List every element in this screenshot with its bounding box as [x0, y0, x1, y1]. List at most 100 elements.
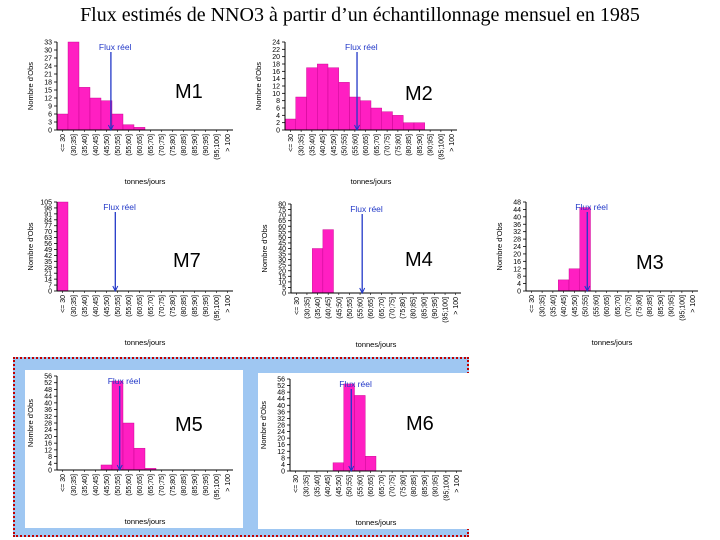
x-tick-label: (60;65]	[604, 295, 611, 317]
x-tick-label: (55;60]	[126, 474, 133, 496]
y-tick-label: 18	[272, 62, 280, 69]
ref-line-label: Flux réel	[99, 42, 132, 52]
x-tick-label: (80;85]	[181, 134, 188, 156]
y-tick-label: 70	[278, 213, 286, 220]
panel-m7: 105 98 91 84 77 70 63 56 49 42 35 28 21 14 7 0 Nombre d'…	[25, 196, 243, 349]
y-tick-label: 28	[277, 423, 285, 430]
y-tick-label: 0	[282, 291, 286, 298]
panel-bg	[494, 196, 708, 349]
x-tick-label: (30;35]	[304, 475, 311, 497]
panel-m4: 80 75 70 65 60 55 50 45 40 35 30 25 20 15 10 5 0 Nombre d…	[259, 198, 471, 351]
y-tick-label: 14	[44, 277, 52, 284]
bar	[403, 122, 415, 131]
y-tick-label: 24	[44, 427, 52, 434]
x-tick-label: (60;65]	[137, 134, 144, 156]
bar	[381, 111, 393, 131]
y-tick-label: 10	[272, 91, 280, 98]
x-tick-label: (85;90]	[422, 475, 429, 497]
x-tick-label: (70;75]	[390, 475, 397, 497]
bar	[365, 456, 377, 472]
y-tick-label: 4	[276, 113, 280, 120]
y-tick-label: 40	[277, 403, 285, 410]
panel-m3: 48 44 40 36 32 28 24 20 16 12 8 4 0 Nombre d'Obs <= 30…	[494, 196, 708, 349]
y-tick-label: 21	[44, 72, 52, 79]
x-tick-label: (95;100]	[214, 295, 221, 321]
x-tick-label: (50;55]	[342, 134, 349, 156]
y-tick-label: 44	[277, 396, 285, 403]
ref-arrow	[354, 124, 360, 132]
x-tick-label: > 100	[449, 134, 456, 152]
bar	[295, 96, 307, 131]
x-axis-label: tonnes/jours	[592, 338, 633, 347]
x-tick-label: (90;95]	[203, 295, 210, 317]
bar	[56, 201, 69, 292]
x-tick-label: (65;70]	[615, 295, 622, 317]
panel-bg	[259, 198, 471, 351]
x-tick-label: (95;100]	[679, 295, 686, 321]
x-tick-label: (30;35]	[299, 134, 306, 156]
x-tick-label: (35;40]	[82, 295, 89, 317]
x-tick-label: (65;70]	[148, 295, 155, 317]
bar	[78, 87, 91, 131]
bar	[133, 447, 146, 471]
y-tick-label: 20	[278, 268, 286, 275]
y-tick-label: 20	[277, 436, 285, 443]
y-tick-label: 0	[517, 289, 521, 296]
x-tick-label: (80;85]	[411, 297, 418, 319]
ref-line-label: Flux réel	[345, 42, 378, 52]
x-axis-label: tonnes/jours	[351, 177, 392, 186]
y-tick-label: 12	[44, 447, 52, 454]
y-tick-label: 84	[44, 217, 52, 224]
y-tick-label: 40	[44, 400, 52, 407]
ref-line-label: Flux réel	[108, 376, 141, 386]
y-tick-label: 75	[278, 207, 286, 214]
x-tick-label: (95;100]	[443, 297, 450, 323]
y-tick-label: 9	[48, 104, 52, 111]
panel-label-m6: M6	[406, 413, 434, 435]
y-tick-label: 56	[277, 377, 285, 384]
x-tick-label: (45;50]	[336, 475, 343, 497]
y-tick-label: 65	[278, 218, 286, 225]
y-tick-label: 5	[282, 285, 286, 292]
x-tick-label: (40;45]	[93, 134, 100, 156]
y-tick-label: 24	[513, 244, 521, 251]
panel-label-m7: M7	[173, 250, 201, 272]
y-tick-label: 60	[278, 224, 286, 231]
y-tick-label: 15	[278, 274, 286, 281]
x-tick-label: (40;45]	[320, 134, 327, 156]
bar	[100, 464, 113, 471]
x-tick-label: (40;45]	[93, 474, 100, 496]
ref-arrow	[584, 285, 591, 293]
bar	[370, 107, 382, 131]
y-tick-label: 24	[277, 429, 285, 436]
bar	[392, 115, 404, 131]
y-tick-label: 2	[276, 120, 280, 127]
y-tick-label: 12	[272, 84, 280, 91]
x-tick-label: (80;85]	[647, 295, 654, 317]
bar	[122, 124, 135, 131]
x-tick-label: (55;60]	[352, 134, 359, 156]
x-tick-label: (75;80]	[400, 475, 407, 497]
y-tick-label: 25	[278, 263, 286, 270]
panel-label-m2: M2	[405, 83, 433, 105]
y-tick-label: 49	[44, 247, 52, 254]
y-tick-label: 0	[48, 128, 52, 135]
panel-bg	[25, 36, 243, 188]
x-tick-label: (70;75]	[159, 474, 166, 496]
y-tick-label: 0	[48, 468, 52, 475]
y-tick-label: 91	[44, 211, 52, 218]
y-tick-label: 16	[272, 69, 280, 76]
x-tick-label: (45;50]	[104, 134, 111, 156]
y-tick-label: 36	[277, 409, 285, 416]
x-tick-label: (50;55]	[115, 134, 122, 156]
y-tick-label: 77	[44, 223, 52, 230]
x-tick-label: (50;55]	[347, 475, 354, 497]
bar	[338, 82, 350, 131]
x-tick-label: (85;90]	[192, 134, 199, 156]
y-tick-label: 0	[281, 469, 285, 476]
bar	[354, 395, 366, 472]
